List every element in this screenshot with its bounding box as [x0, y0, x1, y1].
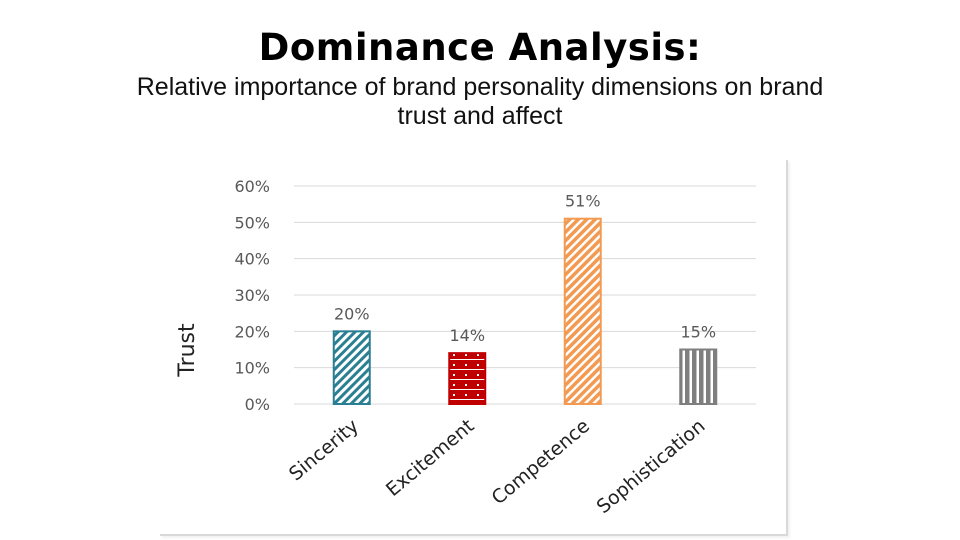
subtitle-line-2: trust and affect [397, 102, 563, 130]
category-label-sophistication: Sophistication [593, 415, 710, 518]
slide-title: Dominance Analysis: [258, 26, 702, 69]
grid-lines [294, 185, 756, 405]
subtitle-line-1: Relative importance of brand personality… [136, 73, 824, 101]
y-tick-label: 0% [245, 395, 270, 414]
y-tick-label: 50% [234, 213, 270, 232]
bar-competence [563, 217, 602, 406]
slide-subtitle: Relative importance of brand personality… [80, 73, 880, 131]
y-tick-label: 40% [234, 250, 270, 269]
bar-excitement [448, 352, 487, 405]
data-labels: 20% 14% 51% 15% [334, 192, 716, 345]
bar-sincerity [332, 330, 371, 405]
y-tick-label: 10% [234, 359, 270, 378]
data-label-competence: 51% [565, 192, 601, 211]
category-label-competence: Competence [488, 415, 594, 509]
data-label-excitement: 14% [449, 326, 485, 345]
y-axis-tick-labels: 0% 10% 20% 30% 40% 50% 60% [234, 177, 270, 414]
y-tick-label: 60% [234, 177, 270, 196]
category-label-excitement: Excitement [382, 415, 478, 501]
data-label-sincerity: 20% [334, 304, 370, 323]
y-tick-label: 20% [234, 322, 270, 341]
category-label-sincerity: Sincerity [285, 415, 363, 485]
trust-bar-chart: 0% 10% 20% 30% 40% 50% 60% 20% 14% 51% 15% Sincer… [175, 177, 756, 518]
bar-sophistication [679, 348, 718, 405]
y-tick-label: 30% [234, 286, 270, 305]
category-labels: Sincerity Excitement CompetenceSophisticat… [285, 415, 709, 518]
y-axis-label: Trust [175, 323, 200, 378]
bars [332, 217, 718, 406]
data-label-sophistication: 15% [680, 323, 716, 342]
